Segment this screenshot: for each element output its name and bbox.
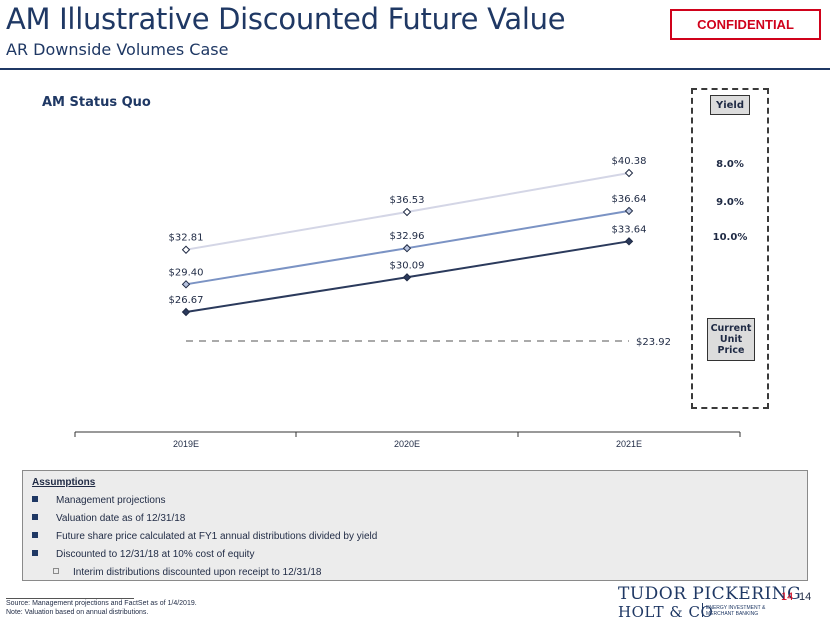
line-chart: 2019E 2020E 2021E $23.92 $32.81 $36.53 $40.38 $…: [74, 156, 741, 449]
data-label: $29.40: [169, 267, 204, 278]
cup-line-1: Current: [710, 323, 752, 334]
data-point: [402, 207, 412, 217]
assumption-text: Valuation date as of 12/31/18: [56, 513, 186, 524]
data-label: $32.96: [390, 231, 425, 242]
data-point: [624, 168, 634, 178]
data-label: $26.67: [169, 295, 204, 306]
data-label: $32.81: [169, 233, 204, 244]
square-bullet-icon: [32, 514, 38, 521]
logo-line-1: TUDOR PICKERING: [618, 584, 802, 604]
cup-line-2: Unit: [719, 334, 743, 345]
cup-line-3: Price: [717, 345, 745, 356]
assumption-item: Future share price calculated at FY1 ann…: [32, 531, 377, 542]
data-label: $30.09: [390, 260, 425, 271]
logo-line-2: HOLT & CO: [618, 603, 714, 621]
footnote-note: Note: Valuation based on annual distribu…: [6, 609, 149, 616]
page-number: 14: [799, 591, 812, 603]
header-rule: [0, 68, 830, 70]
data-point: [402, 244, 412, 253]
x-tick-label: 2019E: [173, 439, 199, 449]
assumption-item: Discounted to 12/31/18 at 10% cost of eq…: [32, 549, 254, 560]
yield-panel: [691, 88, 769, 409]
footnote-source: Source: Management projections and FactS…: [6, 600, 197, 607]
data-point: [624, 237, 634, 246]
data-label: $36.64: [612, 194, 647, 205]
data-point: [181, 245, 191, 254]
logo-separator: [702, 603, 703, 617]
assumption-sub-item: Interim distributions discounted upon re…: [53, 567, 322, 578]
assumption-text: Future share price calculated at FY1 ann…: [56, 531, 378, 542]
page-subtitle: AR Downside Volumes Case: [6, 40, 229, 59]
confidential-badge: CONFIDENTIAL: [670, 9, 821, 40]
data-point: [624, 206, 634, 216]
footnote-rule: [6, 598, 134, 599]
current-unit-price-label: Current Unit Price: [707, 318, 755, 361]
square-bullet-icon: [32, 532, 38, 539]
assumption-text: Management projections: [56, 495, 166, 506]
assumption-item: Management projections: [32, 495, 166, 506]
square-bullet-icon: [32, 496, 38, 503]
x-tick-label: 2020E: [394, 439, 420, 449]
logo-tagline: ENERGY INVESTMENT & MERCHANT BANKING: [706, 605, 766, 617]
data-label: $33.64: [612, 224, 647, 235]
assumption-text: Discounted to 12/31/18 at 10% cost of eq…: [56, 549, 255, 560]
assumption-sub-text: Interim distributions discounted upon re…: [73, 567, 322, 578]
yield-value-9: 9.0%: [716, 197, 744, 208]
page-title: AM Illustrative Discounted Future Value: [6, 2, 566, 36]
assumptions-heading: Assumptions: [32, 477, 96, 488]
data-point: [181, 280, 191, 289]
assumption-item: Valuation date as of 12/31/18: [32, 513, 185, 524]
x-tick-label: 2021E: [616, 439, 642, 449]
chart-title: AM Status Quo: [42, 95, 151, 110]
data-point: [181, 307, 191, 317]
yield-header: Yield: [710, 95, 750, 115]
current-price-label: $23.92: [636, 337, 671, 348]
data-label: $40.38: [612, 156, 647, 167]
assumptions-box: Assumptions Management projections Valua…: [22, 470, 808, 581]
hollow-square-bullet-icon: [53, 568, 59, 575]
page-number-red: 14: [781, 591, 794, 603]
yield-value-10: 10.0%: [712, 232, 748, 243]
data-label: $36.53: [390, 195, 425, 206]
square-bullet-icon: [32, 550, 38, 557]
yield-value-8: 8.0%: [716, 159, 744, 170]
data-point: [402, 273, 412, 282]
